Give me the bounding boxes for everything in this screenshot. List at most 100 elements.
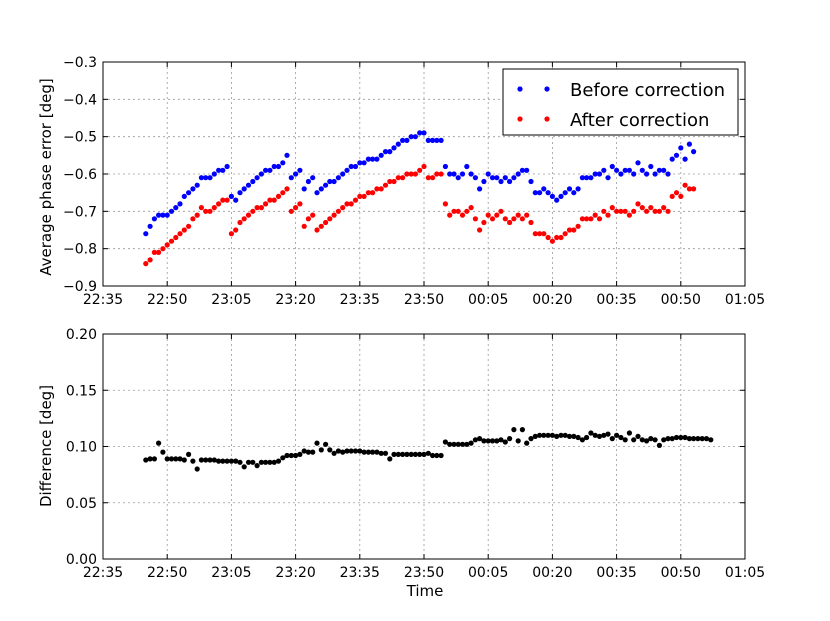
data-point: [648, 163, 654, 170]
data-point: [430, 137, 436, 143]
data-point: [575, 223, 581, 229]
data-point: [447, 441, 453, 447]
data-point: [365, 156, 371, 162]
data-point: [352, 197, 359, 203]
data-point: [507, 436, 513, 442]
data-point: [173, 456, 179, 462]
data-point: [288, 175, 294, 181]
data-point: [395, 141, 401, 147]
data-point: [387, 178, 393, 185]
x-tick-label: 00:20: [532, 292, 572, 308]
data-point: [228, 231, 234, 237]
data-point: [216, 201, 222, 207]
data-point: [365, 190, 371, 196]
data-point: [421, 163, 427, 170]
data-point: [305, 216, 311, 222]
data-point: [588, 216, 594, 222]
data-point: [524, 212, 530, 218]
y-tick-label: 0.00: [66, 552, 97, 568]
data-point: [327, 447, 333, 453]
data-point: [143, 231, 149, 237]
data-point: [511, 175, 517, 181]
data-point: [156, 212, 162, 218]
data-point: [708, 437, 714, 443]
data-point: [464, 163, 470, 170]
y-tick-label: −0.5: [63, 130, 97, 146]
data-point: [173, 205, 179, 211]
data-point: [151, 249, 157, 255]
data-point: [147, 456, 153, 462]
data-point: [459, 441, 466, 447]
data-point: [258, 205, 264, 211]
y-tick-label: −0.9: [63, 279, 97, 295]
data-point: [181, 457, 187, 463]
data-point: [502, 216, 508, 222]
legend-marker-before-1: [517, 86, 523, 92]
data-point: [703, 436, 710, 442]
data-point: [258, 171, 264, 177]
data-point: [537, 231, 543, 237]
data-point: [558, 432, 564, 438]
data-point: [220, 458, 226, 464]
data-point: [588, 430, 594, 436]
data-point: [537, 190, 543, 196]
data-point: [391, 145, 397, 151]
data-point: [284, 452, 290, 459]
data-point: [216, 167, 222, 173]
data-point: [472, 216, 478, 222]
data-point: [412, 134, 418, 140]
data-point: [370, 156, 376, 162]
data-point: [673, 434, 680, 441]
y-axis-label-difference: Difference [deg]: [37, 385, 55, 507]
data-point: [588, 175, 594, 181]
data-point: [365, 449, 371, 455]
top-panel: Average phase error [deg] 22:35 22:50 23:0…: [37, 55, 765, 308]
data-point: [541, 186, 547, 192]
data-point: [198, 457, 204, 463]
data-point: [425, 175, 431, 181]
data-point: [455, 208, 461, 214]
data-point: [400, 137, 406, 143]
data-point: [404, 451, 410, 457]
data-point: [323, 441, 329, 447]
data-point: [177, 456, 183, 462]
data-point: [605, 212, 611, 218]
series-before-correction: [143, 130, 697, 237]
data-point: [618, 171, 624, 177]
data-point: [305, 178, 311, 185]
data-point: [614, 167, 620, 173]
data-point: [293, 171, 299, 177]
data-point: [438, 452, 444, 459]
data-point: [519, 216, 526, 222]
data-point: [211, 171, 217, 177]
data-point: [485, 438, 491, 444]
data-point: [297, 451, 303, 457]
data-point: [318, 223, 324, 229]
data-point: [622, 208, 628, 214]
data-point: [237, 459, 243, 465]
x-tick-label: 00:50: [661, 565, 701, 581]
data-point: [695, 436, 701, 442]
data-point: [147, 257, 153, 263]
data-point: [181, 193, 187, 199]
data-point: [447, 171, 453, 177]
data-point: [579, 175, 586, 181]
data-point: [571, 190, 577, 196]
data-point: [524, 440, 530, 446]
data-point: [635, 201, 641, 207]
data-point: [566, 227, 573, 233]
data-point: [477, 436, 483, 442]
data-point: [579, 216, 586, 222]
bottom-panel: Difference [deg] Time 22:35 22:50 23:05 23:…: [37, 327, 765, 600]
data-point: [241, 186, 247, 192]
data-point: [340, 171, 346, 177]
data-point: [327, 216, 333, 222]
data-point: [477, 186, 483, 192]
data-point: [164, 212, 170, 218]
data-point: [601, 432, 607, 438]
data-point: [532, 433, 538, 439]
data-point: [596, 171, 603, 177]
data-point: [408, 134, 414, 140]
data-point: [271, 197, 277, 203]
x-tick-label: 00:50: [661, 292, 701, 308]
